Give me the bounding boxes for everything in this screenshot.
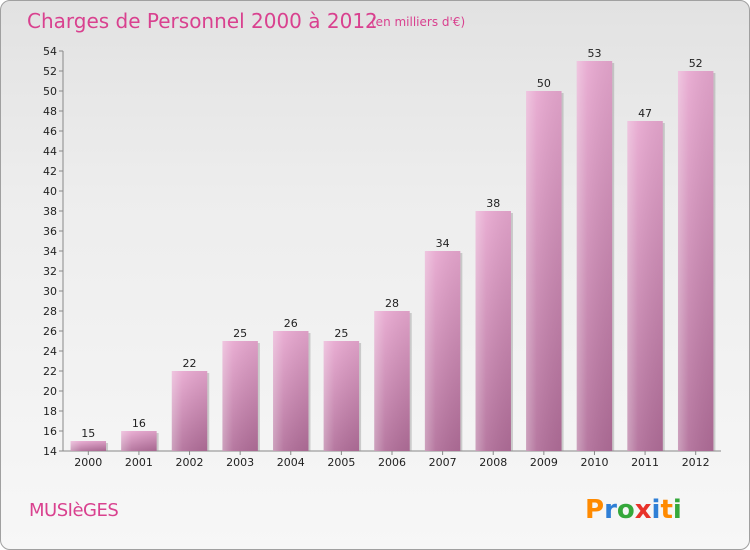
bar-highlight bbox=[677, 71, 714, 451]
x-tick-label: 2012 bbox=[682, 456, 710, 469]
y-tick-label: 48 bbox=[43, 105, 57, 118]
x-tick-label: 2003 bbox=[226, 456, 254, 469]
proxiti-logo-letter: r bbox=[604, 495, 617, 525]
y-tick-label: 34 bbox=[43, 245, 57, 258]
bar-value-label: 34 bbox=[436, 237, 450, 250]
bar-value-label: 25 bbox=[334, 327, 348, 340]
proxiti-logo-letter: t bbox=[660, 495, 672, 525]
bar-highlight bbox=[576, 61, 613, 451]
y-tick-label: 28 bbox=[43, 305, 57, 318]
bar-highlight bbox=[526, 91, 562, 451]
bar-value-label: 52 bbox=[689, 57, 703, 70]
y-tick-label: 38 bbox=[43, 205, 57, 218]
commune-name: MUSIèGES bbox=[29, 500, 118, 521]
bar-value-label: 16 bbox=[132, 417, 146, 430]
bar-value-label: 25 bbox=[233, 327, 247, 340]
bar-highlight bbox=[70, 441, 107, 451]
bar-highlight bbox=[222, 341, 258, 451]
y-tick-label: 26 bbox=[43, 325, 57, 338]
x-tick-label: 2007 bbox=[429, 456, 457, 469]
x-axis: 2000 2001 2002 2003 2004 2005 2006 2007 2008 2009… bbox=[63, 450, 721, 469]
x-tick-label: 2000 bbox=[74, 456, 102, 469]
proxiti-logo-letter: i bbox=[652, 495, 661, 525]
bar-value-label: 26 bbox=[284, 317, 298, 330]
bar-value-label: 47 bbox=[638, 107, 652, 120]
bar-value-label: 50 bbox=[537, 77, 551, 90]
y-tick-label: 52 bbox=[43, 65, 57, 78]
bar-value-label: 28 bbox=[385, 297, 399, 310]
proxiti-logo-letter: i bbox=[673, 495, 682, 525]
chart-unit: (en milliers d'€) bbox=[371, 15, 465, 29]
y-tick-label: 50 bbox=[43, 85, 57, 98]
x-tick-label: 2011 bbox=[631, 456, 659, 469]
x-tick-label: 2001 bbox=[125, 456, 153, 469]
x-tick-label: 2002 bbox=[176, 456, 204, 469]
x-tick-label: 2008 bbox=[479, 456, 507, 469]
bar-highlight bbox=[424, 251, 461, 451]
bars: 15 16 22 25 26 25 28 34 38 50 53 47 52 bbox=[70, 47, 716, 451]
x-tick-label: 2009 bbox=[530, 456, 558, 469]
bar-value-label: 38 bbox=[486, 197, 500, 210]
proxiti-logo-letter: x bbox=[635, 495, 652, 525]
x-tick-label: 2010 bbox=[580, 456, 608, 469]
proxiti-logo-letter: o bbox=[617, 495, 635, 525]
y-tick-label: 46 bbox=[43, 125, 57, 138]
y-tick-label: 40 bbox=[43, 185, 57, 198]
chart-title: Charges de Personnel 2000 à 2012 bbox=[27, 9, 378, 33]
y-tick-label: 36 bbox=[43, 225, 57, 238]
y-tick-label: 32 bbox=[43, 265, 57, 278]
bar-highlight bbox=[475, 211, 511, 451]
bar-highlight bbox=[121, 431, 157, 451]
bar-value-label: 15 bbox=[81, 427, 95, 440]
y-tick-label: 18 bbox=[43, 405, 57, 418]
proxiti-logo: Proxiti bbox=[585, 495, 682, 525]
y-tick-label: 16 bbox=[43, 425, 57, 438]
y-tick-label: 44 bbox=[43, 145, 57, 158]
x-tick-label: 2004 bbox=[277, 456, 305, 469]
bar-highlight bbox=[273, 331, 309, 451]
y-tick-label: 54 bbox=[43, 45, 57, 58]
x-tick-label: 2006 bbox=[378, 456, 406, 469]
bar-highlight bbox=[374, 311, 410, 451]
bar-value-label: 22 bbox=[183, 357, 197, 370]
y-tick-label: 14 bbox=[43, 445, 57, 458]
bar-highlight bbox=[627, 121, 663, 451]
x-tick-label: 2005 bbox=[327, 456, 355, 469]
y-tick-label: 30 bbox=[43, 285, 57, 298]
y-tick-label: 22 bbox=[43, 365, 57, 378]
bar-highlight bbox=[171, 371, 208, 451]
bar-value-label: 53 bbox=[587, 47, 601, 60]
y-tick-label: 42 bbox=[43, 165, 57, 178]
proxiti-logo-letter: P bbox=[585, 495, 604, 525]
y-tick-label: 20 bbox=[43, 385, 57, 398]
y-axis: 14 16 18 20 22 24 26 28 30 32 34 36 38 40 42 44 46 48 50 52… bbox=[43, 45, 64, 458]
bar-highlight bbox=[323, 341, 360, 451]
y-tick-label: 24 bbox=[43, 345, 57, 358]
